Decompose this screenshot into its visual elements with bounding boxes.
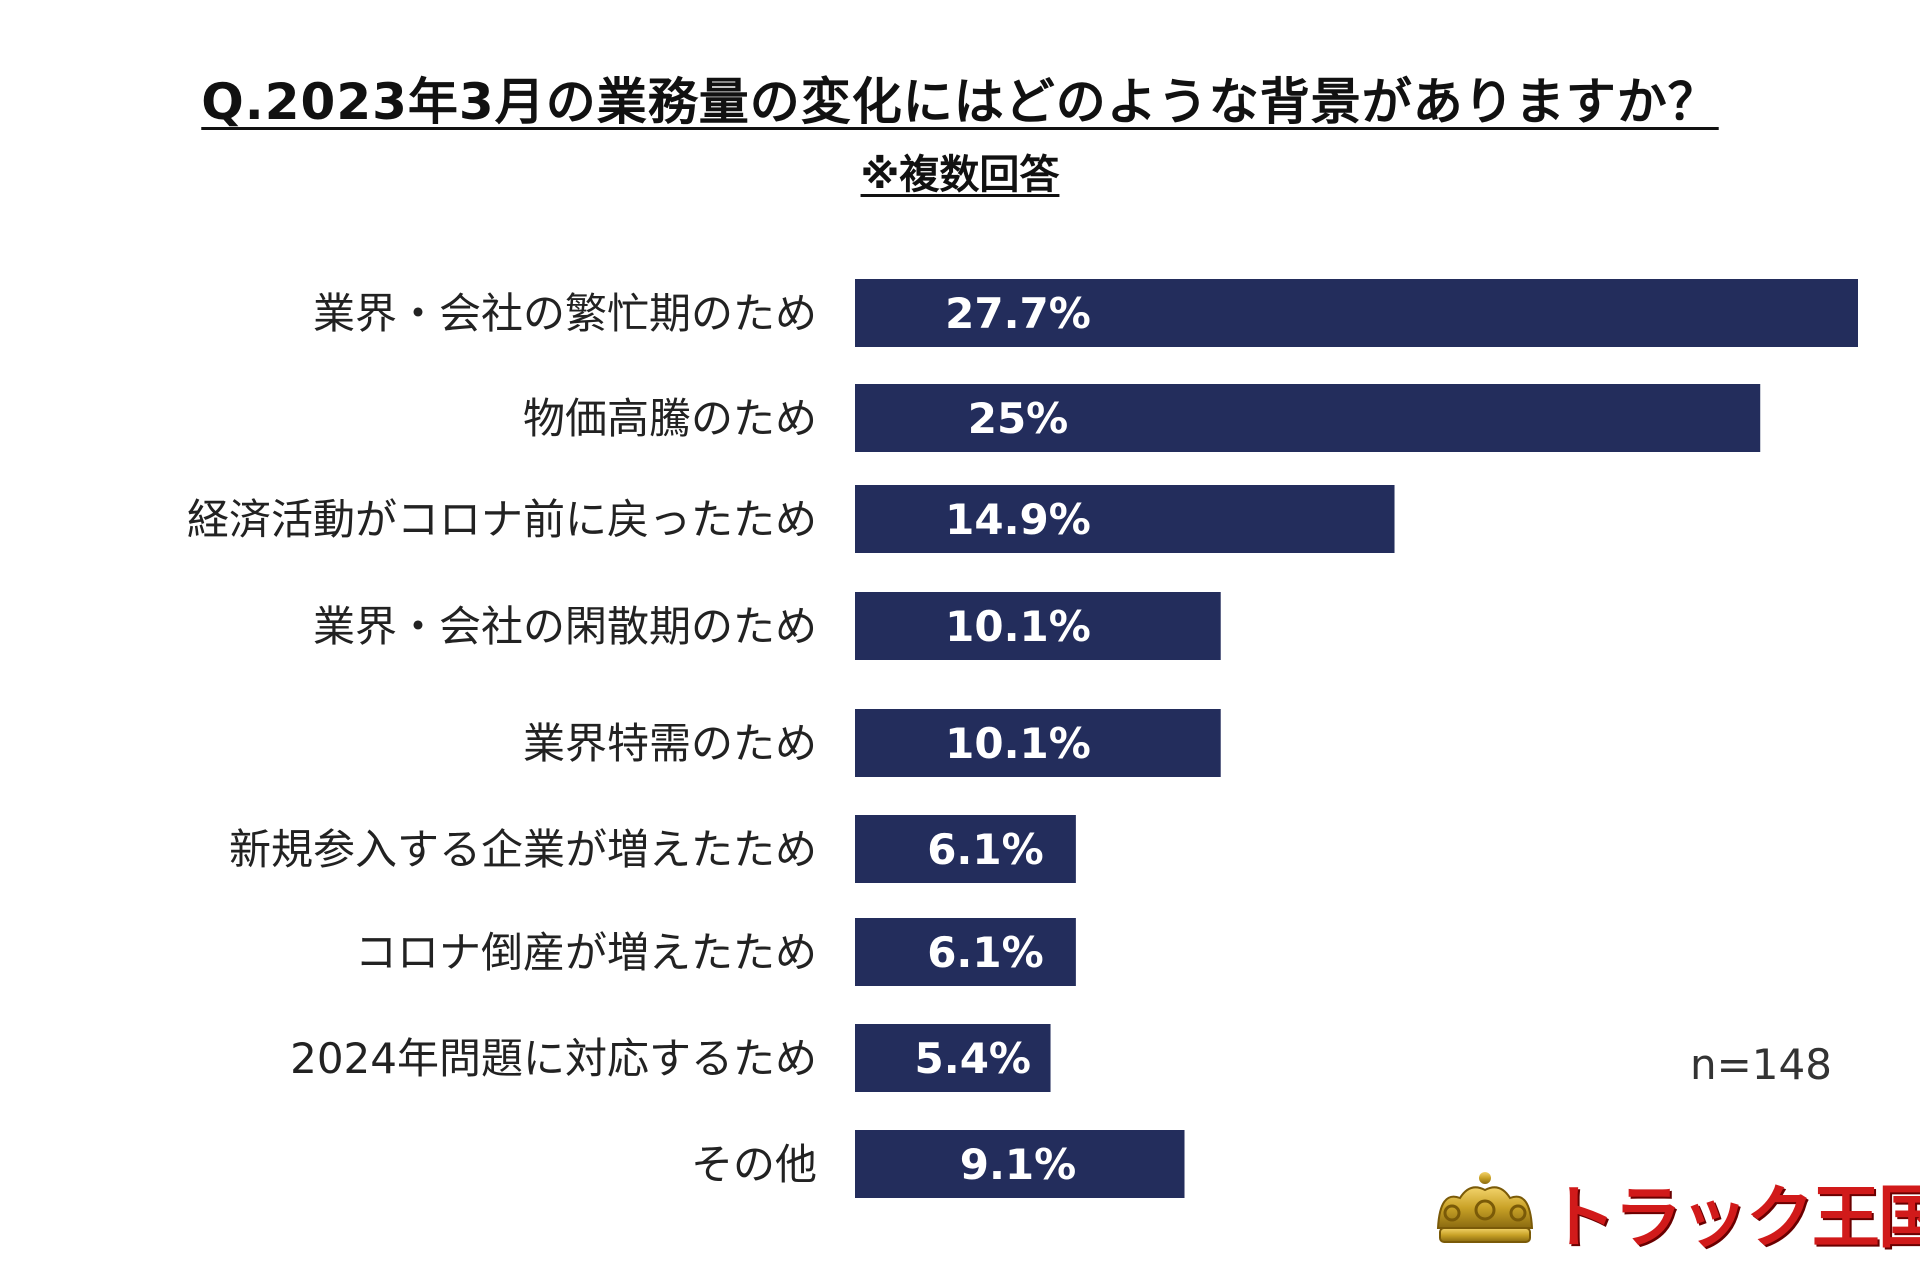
category-label-4: 業界・会社の閑散期のため <box>313 602 817 651</box>
category-label-8: 2024年問題に対応するため <box>290 1034 817 1083</box>
chart-title: Q.2023年3月の業務量の変化にはどのような背景がありますか？ <box>0 62 1920 134</box>
value-label-4: 10.1% <box>945 602 1091 651</box>
category-label-7: コロナ倒産が増えたため <box>355 928 817 977</box>
value-label-3: 14.9% <box>945 495 1091 544</box>
value-label-7: 6.1% <box>927 928 1043 977</box>
chart-subtitle-text: ※複数回答 <box>860 152 1060 198</box>
category-label-2: 物価高騰のため <box>523 394 817 443</box>
bar-6 <box>855 815 1076 883</box>
value-label-2: 25% <box>968 394 1069 443</box>
bar-4 <box>855 592 1221 660</box>
category-label-9: その他 <box>691 1140 817 1189</box>
brand-logo: トラック王国 <box>1430 1160 1920 1260</box>
category-label-1: 業界・会社の繁忙期のため <box>313 289 817 338</box>
value-label-9: 9.1% <box>960 1140 1076 1189</box>
bar-5 <box>855 709 1221 777</box>
value-label-1: 27.7% <box>945 289 1091 338</box>
chart-subtitle: ※複数回答 <box>0 142 1920 200</box>
category-label-6: 新規参入する企業が増えたため <box>229 825 817 874</box>
crown-icon <box>1436 1172 1534 1243</box>
chart-title-text: Q.2023年3月の業務量の変化にはどのような背景がありますか？ <box>201 73 1719 131</box>
logo-text: トラック王国 <box>1548 1179 1920 1258</box>
bar-9 <box>855 1130 1185 1198</box>
bar-8 <box>855 1024 1051 1092</box>
category-label-3: 経済活動がコロナ前に戻ったため <box>187 495 817 544</box>
sample-size-label: n=148 <box>1690 1040 1832 1089</box>
value-label-6: 6.1% <box>927 825 1043 874</box>
bar-3 <box>855 485 1395 553</box>
category-label-5: 業界特需のため <box>523 719 817 768</box>
bar-7 <box>855 918 1076 986</box>
bar-2 <box>855 384 1761 452</box>
bar-1 <box>855 279 1858 347</box>
value-label-5: 10.1% <box>945 719 1091 768</box>
value-label-8: 5.4% <box>915 1034 1031 1083</box>
